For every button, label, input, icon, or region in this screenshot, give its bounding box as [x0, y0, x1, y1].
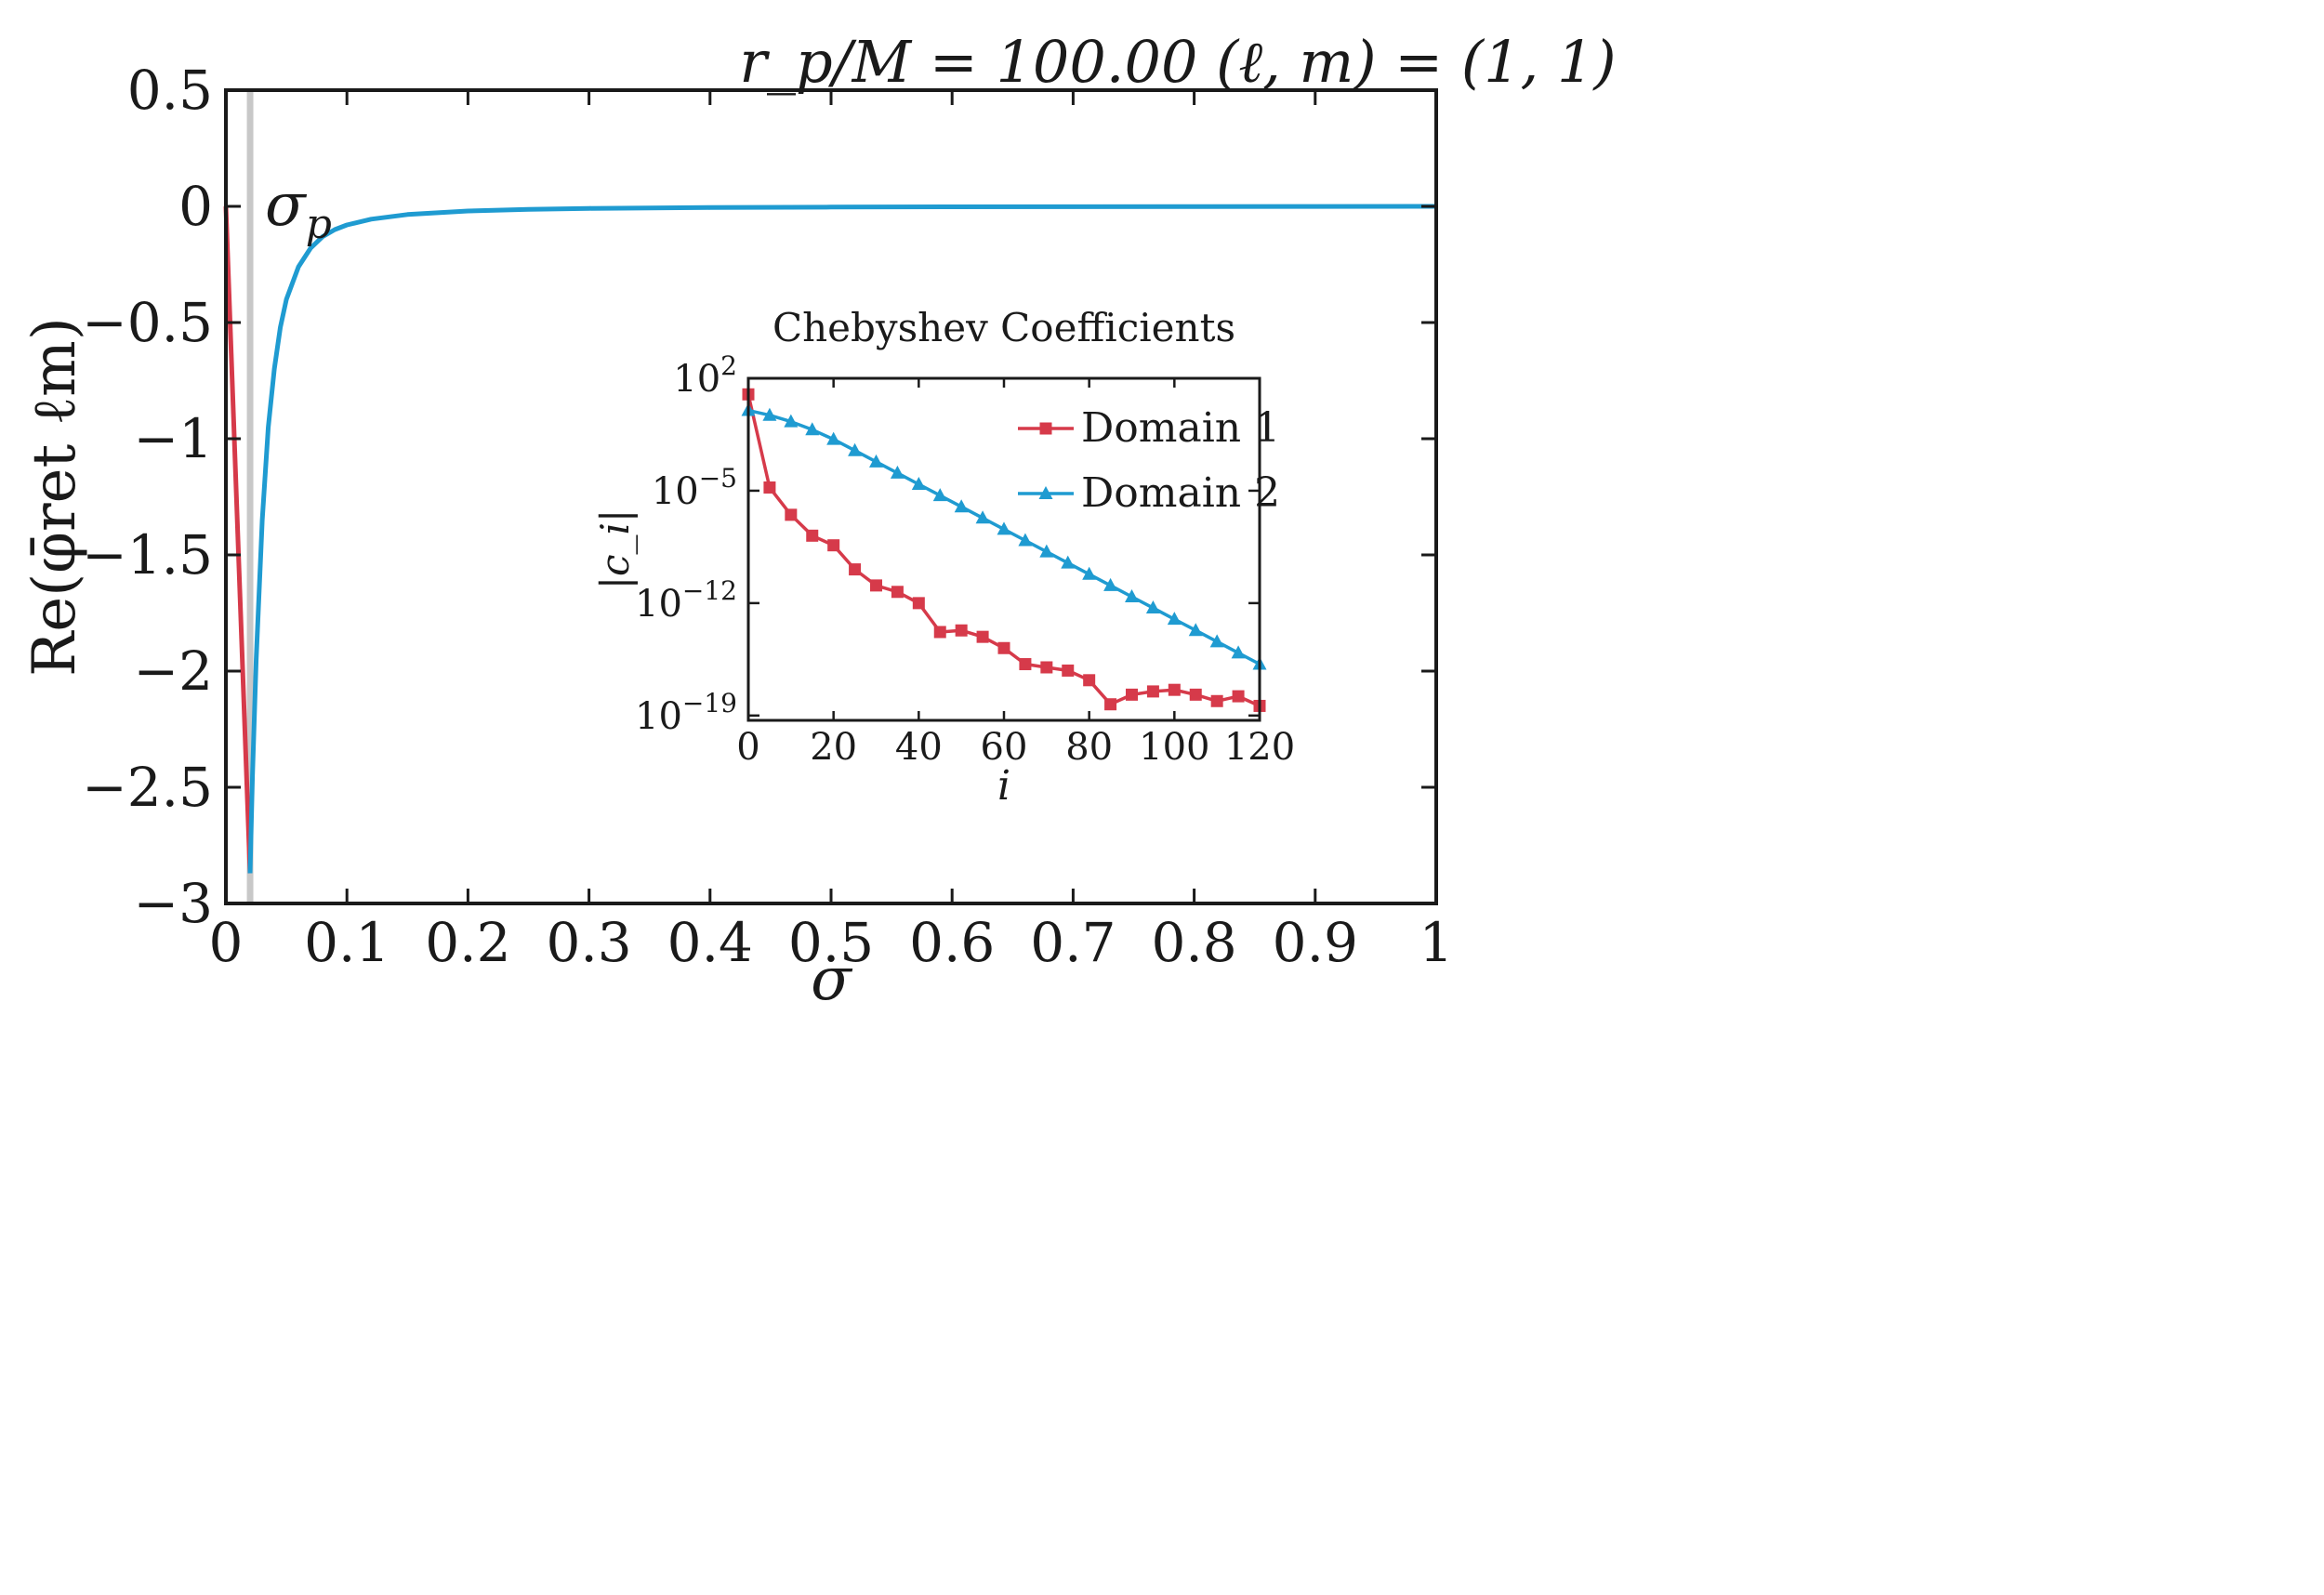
inset-point-domain-2	[1061, 555, 1076, 569]
inset-x-tick-label: 100	[1139, 726, 1209, 769]
inset-point-domain-1	[1062, 664, 1075, 677]
sigma-p-subscript: p	[306, 201, 332, 248]
inset-x-tick-label: 40	[895, 726, 943, 769]
y-tick-label: −2	[134, 639, 214, 703]
inset-point-domain-1	[1083, 674, 1096, 687]
inset-point-domain-2	[890, 465, 905, 479]
inset-point-domain-2	[1188, 623, 1203, 637]
inset-y-tick-exponent: −19	[682, 688, 737, 718]
inset-point-domain-1	[806, 529, 819, 542]
inset-point-domain-1	[785, 508, 798, 521]
y-tick-label: −1	[134, 407, 214, 470]
inset-point-domain-1	[912, 597, 925, 610]
main-plot: 0 0.1 0.2 0.3 0.4 0.5 0.6 0.7 0.8 0.9 1 0.5 0 −0.5 −1 −…	[20, 59, 1453, 1014]
main-series-line-2	[247, 204, 1437, 874]
inset-point-domain-2	[1103, 577, 1118, 591]
inset-y-tick-exponent: −5	[699, 463, 737, 494]
inset-x-axis-label: i	[997, 762, 1010, 810]
x-tick-label: 0	[209, 911, 244, 974]
inset-point-domain-1	[955, 624, 968, 637]
inset-point-domain-2	[975, 510, 990, 524]
inset-point-domain-2	[1125, 588, 1139, 602]
inset-point-domain-1	[849, 563, 862, 576]
x-axis-label: σ	[811, 945, 853, 1014]
inset-x-tick-label: 20	[810, 726, 857, 769]
main-series-line-1	[223, 205, 253, 874]
inset-point-domain-2	[826, 431, 841, 445]
inset-point-domain-1	[1168, 683, 1181, 696]
inset-point-domain-1	[1019, 658, 1032, 671]
inset-point-domain-1	[933, 626, 946, 639]
y-tick-label: −2.5	[82, 756, 213, 819]
x-tick-label: 0.8	[1151, 911, 1236, 974]
inset-point-domain-1	[1232, 690, 1245, 703]
x-tick-label: 0.4	[667, 911, 753, 974]
legend-marker-domain-2	[1038, 486, 1053, 499]
chart-title: r_p/M = 100.00 (ℓ, m) = (1, 1)	[739, 28, 1616, 96]
x-tick-label: 1	[1419, 911, 1454, 974]
inset-point-domain-2	[954, 499, 969, 513]
y-tick-label: −0.5	[82, 291, 213, 354]
inset-point-domain-1	[827, 539, 840, 552]
inset-point-domain-1	[1126, 688, 1138, 701]
legend-label-1: Domain 1	[1081, 404, 1280, 452]
inset-point-domain-1	[1189, 688, 1202, 701]
inset-y-tick-label: 10−12	[635, 575, 737, 626]
y-tick-label: −1.5	[82, 523, 213, 587]
inset-point-domain-2	[848, 442, 863, 456]
inset-y-tick-label: 10−19	[635, 688, 737, 738]
inset-point-domain-2	[762, 407, 777, 421]
inset-point-domain-1	[763, 481, 776, 494]
x-tick-label: 0.1	[304, 911, 390, 974]
x-tick-label: 0.3	[546, 911, 631, 974]
x-tick-label: 0.7	[1030, 911, 1116, 974]
inset-point-domain-2	[869, 454, 883, 468]
inset-plot: Chebyshev Coefficients 0 20 40 60 80 100 120 102…	[592, 305, 1295, 810]
inset-point-domain-2	[784, 414, 799, 428]
inset-point-domain-1	[997, 641, 1010, 654]
inset-point-domain-2	[1209, 634, 1224, 648]
x-tick-label: 0.2	[425, 911, 510, 974]
inset-point-domain-2	[997, 521, 1011, 535]
inset-point-domain-1	[976, 630, 989, 643]
inset-point-domain-1	[1146, 685, 1159, 698]
inset-point-domain-2	[911, 477, 926, 491]
inset-point-domain-2	[1145, 600, 1160, 614]
legend-marker-domain-1	[1039, 422, 1052, 435]
x-tick-label: 0.9	[1273, 911, 1358, 974]
sigma-p-annotation: σp	[265, 171, 332, 248]
y-tick-label: −3	[134, 872, 214, 935]
inset-y-tick-exponent: −12	[682, 575, 737, 606]
inset-y-tick-label: 102	[673, 350, 737, 401]
inset-point-domain-1	[1210, 694, 1223, 707]
inset-y-tick-label: 10−5	[652, 463, 737, 513]
y-axis-label: Re(φ̄ret ℓm)	[20, 317, 89, 677]
inset-x-tick-label: 120	[1224, 726, 1295, 769]
inset-point-domain-2	[932, 488, 947, 502]
inset-x-tick-label: 60	[981, 726, 1028, 769]
inset-point-domain-2	[1167, 612, 1182, 626]
inset-point-domain-2	[1231, 645, 1246, 659]
inset-point-domain-2	[1039, 544, 1054, 558]
inset-point-domain-2	[805, 422, 820, 436]
inset-x-tick-label: 0	[736, 726, 759, 769]
inset-title: Chebyshev Coefficients	[772, 305, 1235, 350]
inset-point-domain-1	[1040, 661, 1053, 674]
inset-point-domain-1	[891, 586, 904, 599]
inset-y-axis-label: |c_i|	[592, 509, 638, 589]
y-tick-label: 0.5	[127, 59, 213, 122]
inset-point-domain-1	[1104, 698, 1117, 711]
inset-point-domain-2	[1082, 566, 1097, 580]
inset-point-domain-1	[870, 579, 882, 592]
x-tick-label: 0.6	[909, 911, 995, 974]
inset-y-tick-exponent: 2	[720, 350, 737, 381]
legend-label-2: Domain 2	[1081, 469, 1280, 517]
y-tick-label: 0	[178, 175, 213, 238]
inset-x-tick-label: 80	[1065, 726, 1113, 769]
inset-point-domain-2	[1018, 533, 1033, 547]
x-tick-label: 0.5	[788, 911, 874, 974]
